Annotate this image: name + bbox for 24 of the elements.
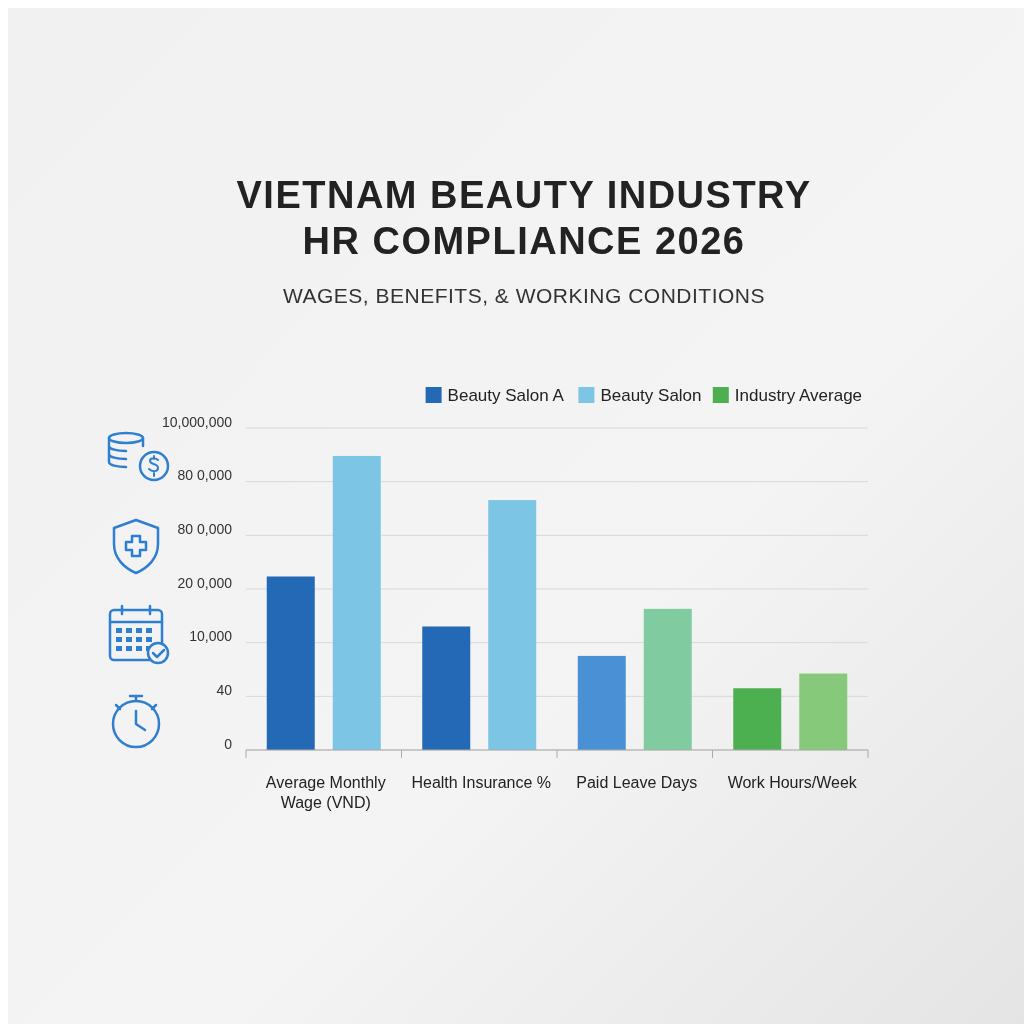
text: 0 (224, 735, 233, 752)
legend-label: Beauty Salon A (447, 386, 565, 405)
text: 10,000 (189, 628, 233, 645)
x-tick-label: Health Insurance % (411, 774, 552, 791)
x-tick-label: Paid Leave Days (576, 774, 698, 791)
legend-label: Beauty Salon (600, 386, 702, 405)
legend-label: Industry Average (734, 386, 863, 405)
bar (733, 688, 782, 750)
bar (577, 655, 626, 750)
bar (488, 500, 537, 750)
x-tick-label: Average Monthly Wage (VND) (265, 774, 386, 811)
bar (266, 576, 315, 750)
text: 10,000,000 (161, 413, 233, 430)
bar (799, 673, 848, 750)
text: 20 0,000 (177, 574, 233, 591)
chart-title: VIETNAM BEAUTY INDUSTRY HR COMPLIANCE 2026 (236, 174, 812, 262)
chart-subtitle: WAGES, BENEFITS, & WORKING CONDITIONS (282, 284, 766, 307)
bar (332, 455, 381, 750)
x-tick-label: Work Hours/Week (727, 774, 858, 791)
bar (643, 608, 692, 750)
bar (422, 626, 471, 750)
text: 80 0,000 (177, 520, 233, 537)
text: 40 (216, 681, 233, 698)
text: 80 0,000 (177, 467, 233, 484)
